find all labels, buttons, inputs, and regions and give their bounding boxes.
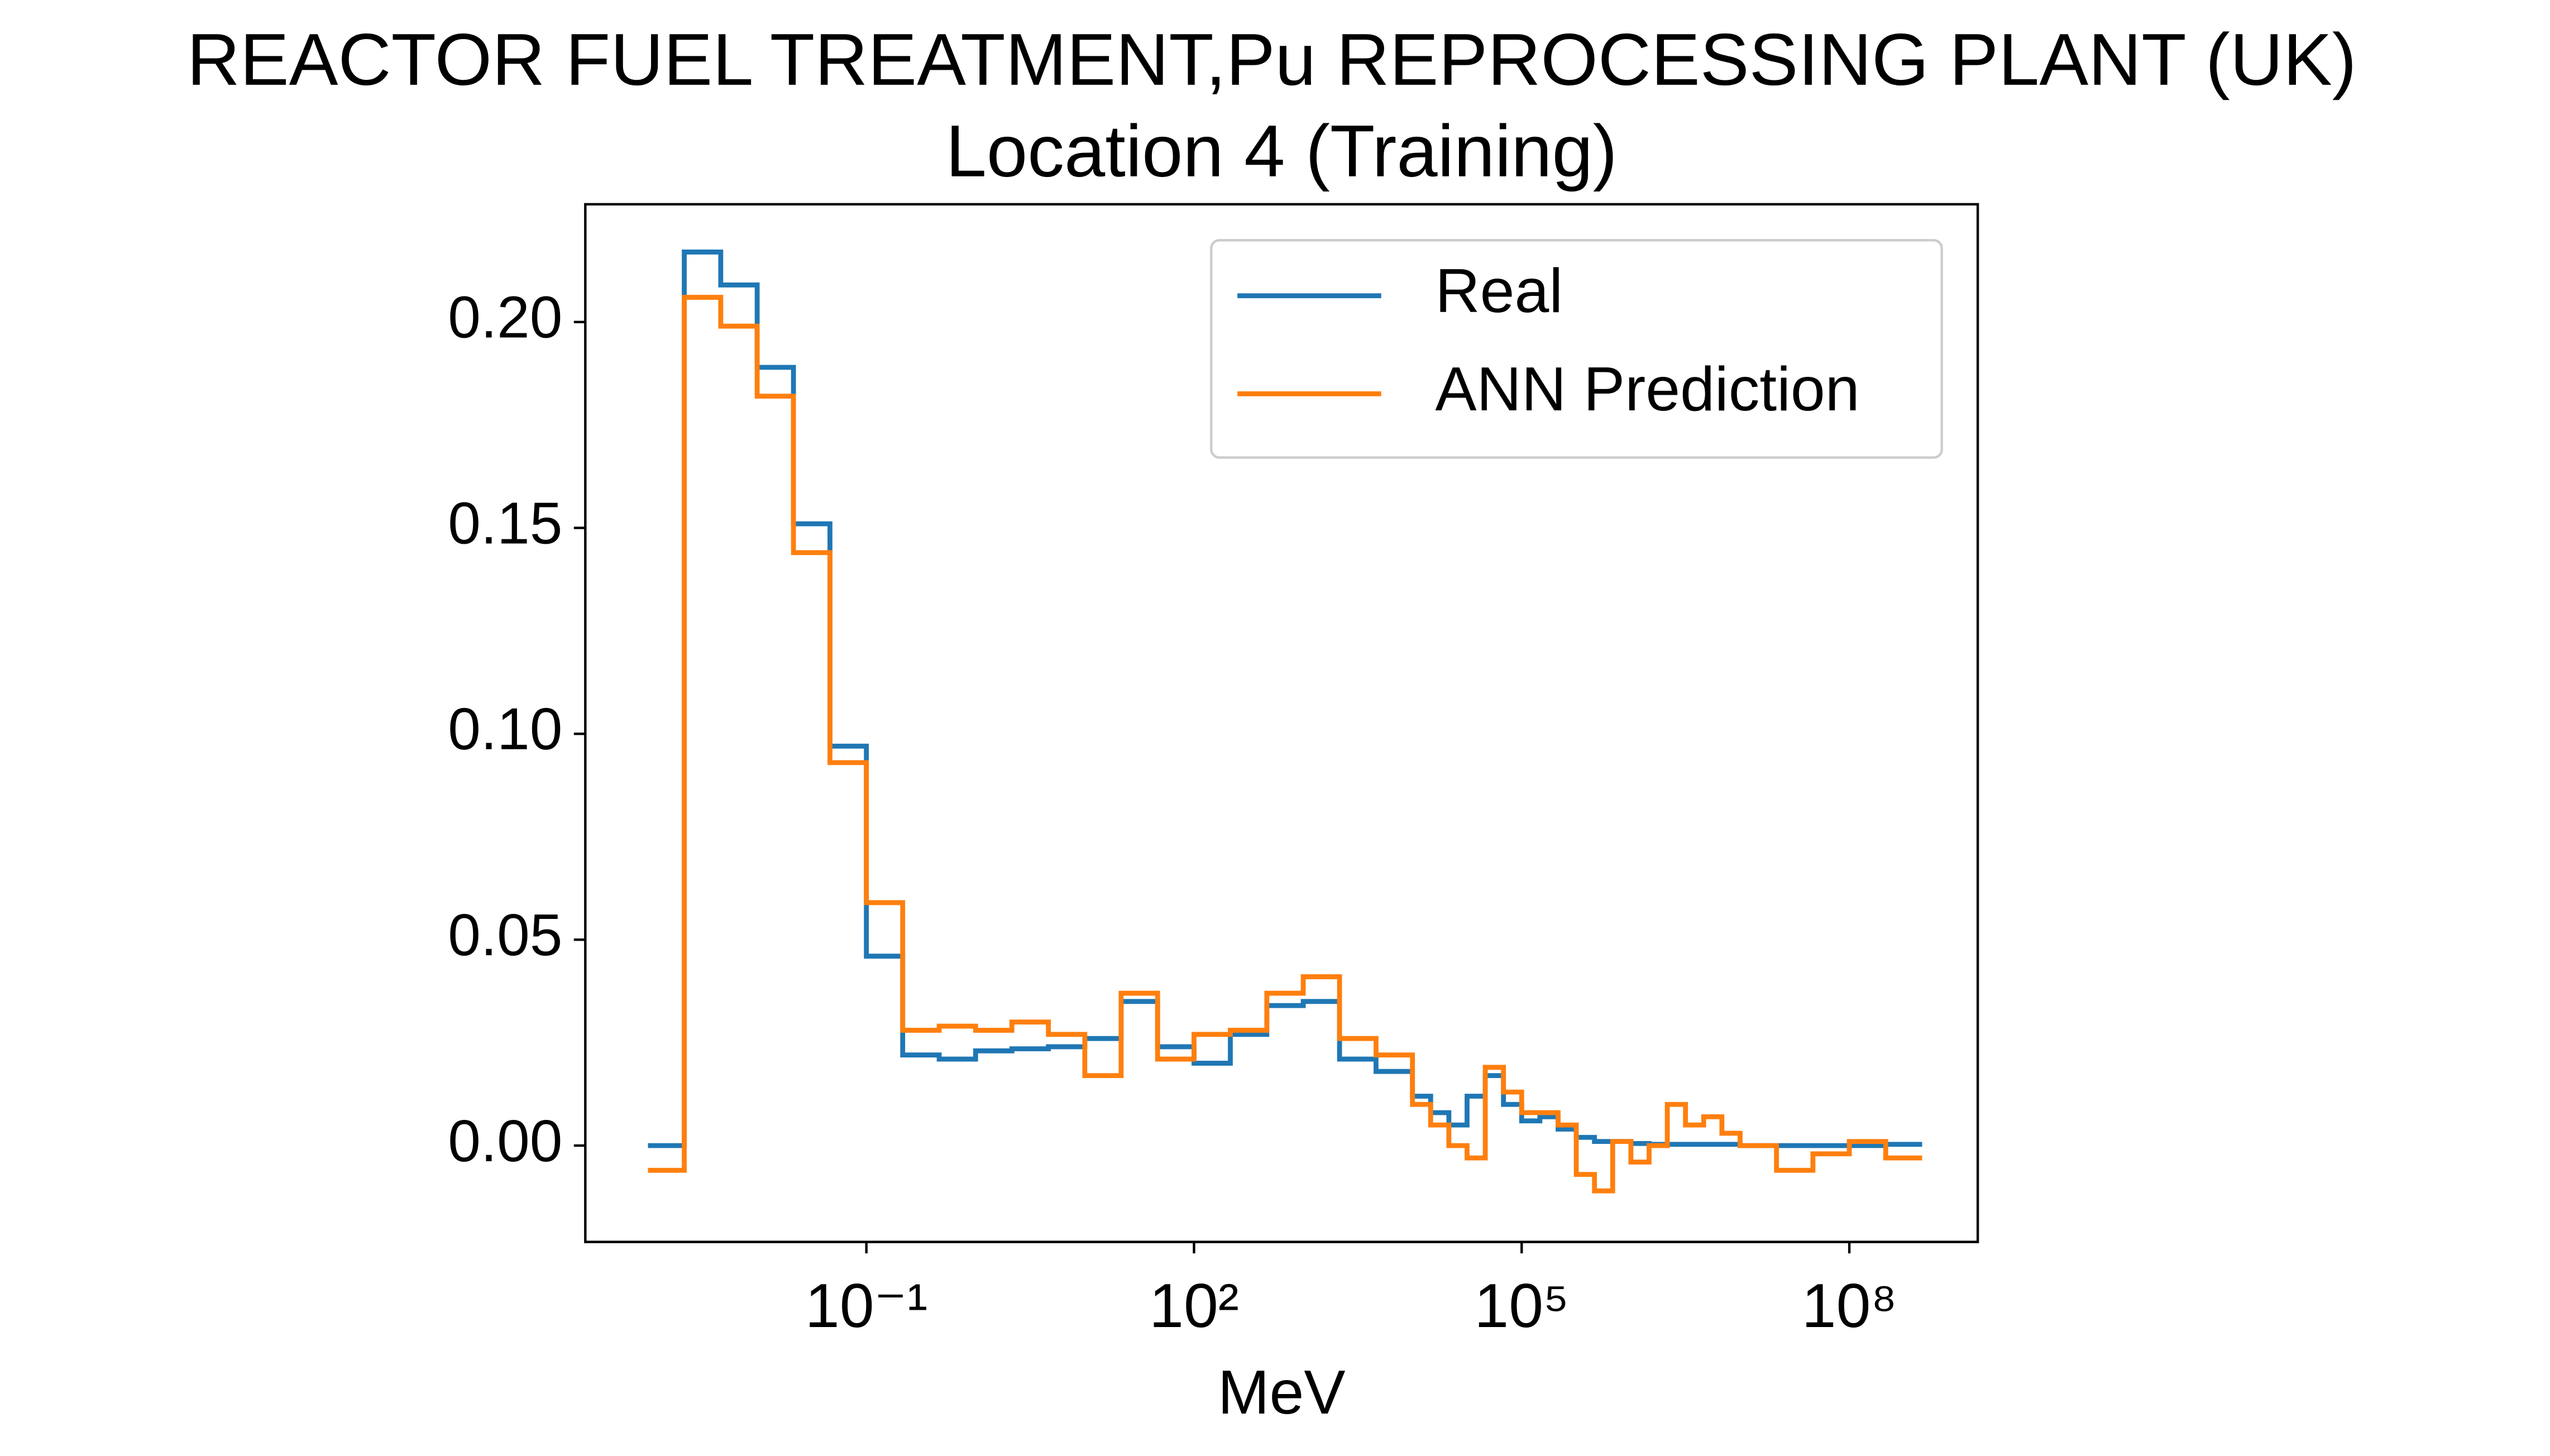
x-tick-label: 10⁸ — [1802, 1271, 1897, 1340]
x-axis-label: MeV — [1218, 1357, 1346, 1427]
y-tick-label: 0.00 — [448, 1109, 562, 1174]
x-tick-label: 10² — [1149, 1271, 1239, 1340]
y-tick-label: 0.20 — [448, 285, 562, 351]
x-tick-label: 10⁵ — [1474, 1271, 1569, 1340]
step-line — [648, 295, 1922, 1194]
plot-frame — [584, 203, 1979, 1243]
x-tick-label: 10⁻¹ — [805, 1271, 927, 1340]
chart-title: REACTOR FUEL TREATMENT,Pu REPROCESSING P… — [187, 18, 2357, 100]
legend-label: ANN Prediction — [1435, 354, 1859, 424]
chart-title: Location 4 (Training) — [946, 110, 1618, 192]
y-tick-label: 0.05 — [448, 903, 562, 968]
y-tick-label: 0.10 — [448, 697, 562, 762]
legend-box — [1210, 239, 1943, 459]
y-tick-label: 0.15 — [448, 491, 562, 556]
legend-label: Real — [1435, 256, 1563, 325]
